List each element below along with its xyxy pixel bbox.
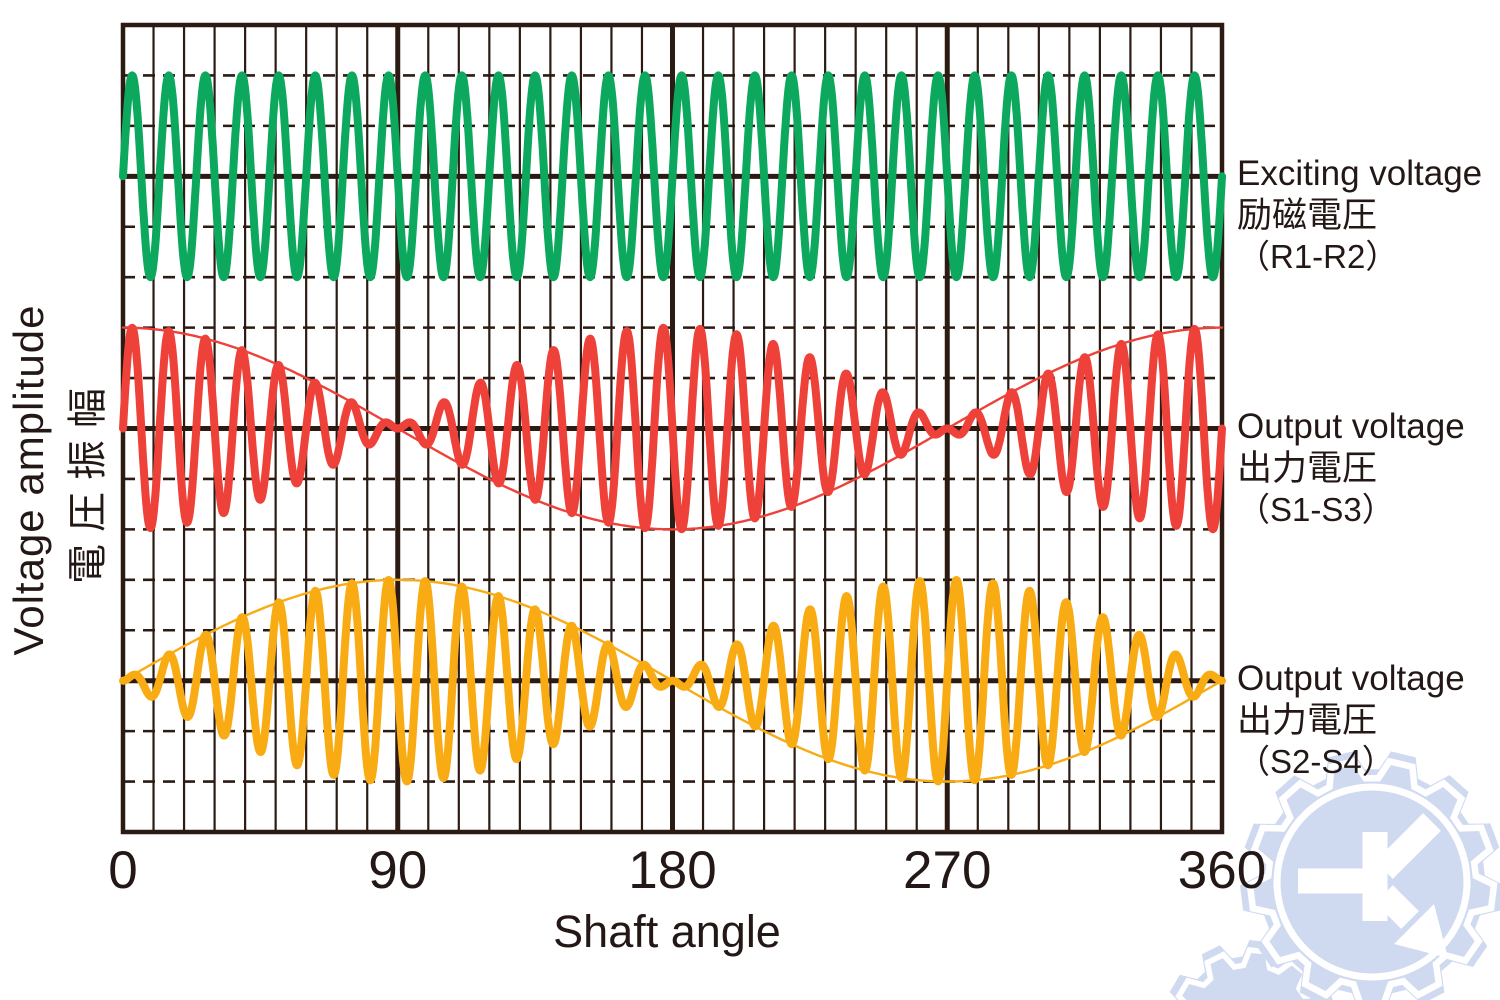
arrow-head-icon (1394, 904, 1448, 958)
series-label-en: Output voltage (1237, 406, 1465, 446)
gear-ring-icon (1273, 783, 1471, 981)
k-logo-stroke (1375, 813, 1441, 879)
y-axis-title-jp: 電圧振幅 (66, 376, 110, 584)
series-label-en: Output voltage (1237, 658, 1465, 698)
series-wave-S2-S4 (119, 576, 1226, 786)
y-axis-title-en: Voltage amplitude (5, 304, 52, 656)
gear-outline-icon (1246, 757, 1498, 1000)
series-label-jp: 励磁電圧 (1237, 196, 1378, 236)
series-wave-S1-S3 (119, 323, 1226, 534)
series-label-term: （S1-S3） (1237, 490, 1395, 528)
series-wave-R1-R2 (119, 71, 1226, 282)
y-axis-title: Voltage amplitude 電圧振幅 (5, 270, 110, 690)
x-tick-label-180: 180 (628, 841, 717, 900)
small-gear-outline-icon (1175, 947, 1326, 1000)
series-label-term: （R1-R2） (1237, 238, 1399, 276)
series-label-term: （S2-S4） (1237, 742, 1395, 780)
series-label-en: Exciting voltage (1237, 154, 1483, 194)
x-tick-label-270: 270 (903, 841, 992, 900)
x-axis-title: Shaft angle (553, 906, 781, 957)
series-label-S2-S4: Output voltage 出力電圧 （S2-S4） (1237, 658, 1500, 782)
series-label-jp: 出力電圧 (1237, 700, 1378, 740)
x-tick-label-90: 90 (368, 841, 428, 900)
x-tick-label-0: 0 (108, 841, 138, 900)
k-logo-stroke (1375, 885, 1419, 929)
series-label-jp: 出力電圧 (1237, 448, 1378, 488)
envelope-S1-S3 (121, 326, 1224, 531)
x-tick-label-360: 360 (1177, 841, 1267, 900)
series-label-S1-S3: Output voltage 出力電圧 （S1-S3） (1237, 406, 1500, 530)
series-label-R1-R2: Exciting voltage 励磁電圧 （R1-R2） (1237, 153, 1500, 277)
small-gear-icon (1169, 940, 1333, 1000)
